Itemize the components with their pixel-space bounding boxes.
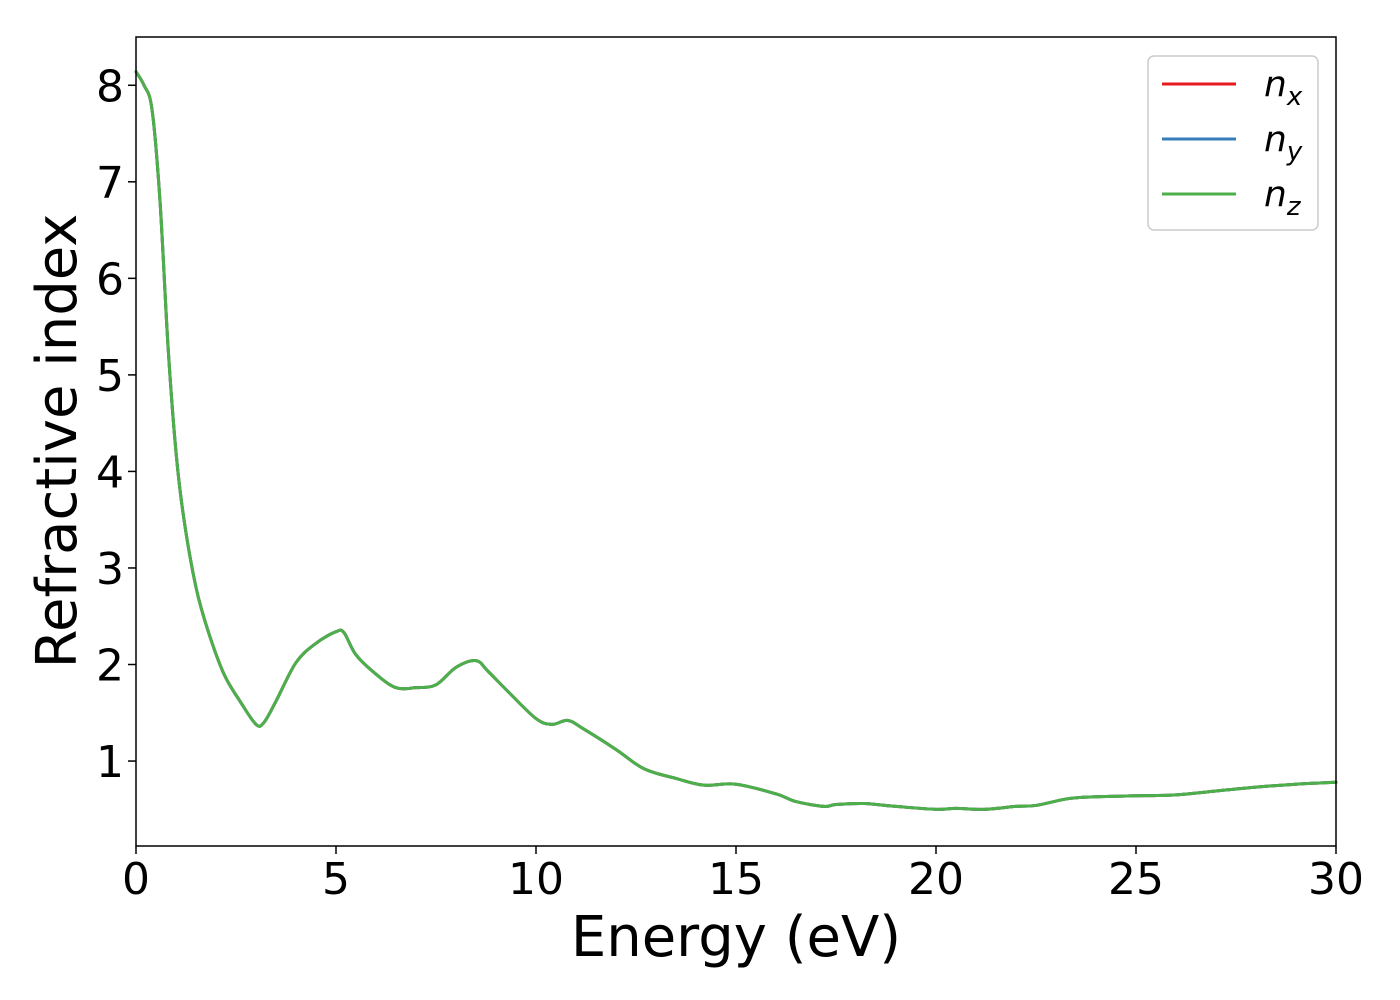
legend-box xyxy=(1147,55,1319,231)
x-tick-label: 0 xyxy=(122,854,150,905)
legend-label-n-z: nz xyxy=(1264,174,1302,222)
legend-label-subscript: z xyxy=(1286,192,1302,222)
y-tick-label: 7 xyxy=(96,158,124,209)
x-axis: 0 5 10 15 20 25 30 xyxy=(122,846,1364,905)
x-axis-title: Energy (eV) xyxy=(571,905,901,970)
legend-label-subscript: y xyxy=(1286,137,1303,167)
series-layer xyxy=(134,70,1338,811)
x-tick-label: 25 xyxy=(1108,854,1164,905)
x-tick-label: 10 xyxy=(508,854,564,905)
y-axis: 1 2 3 4 5 6 7 8 xyxy=(96,61,136,788)
legend-label-subscript: x xyxy=(1286,82,1303,112)
x-tick-label: 15 xyxy=(708,854,764,905)
y-tick-label: 4 xyxy=(96,447,124,498)
plot-background xyxy=(136,37,1336,846)
x-tick-label: 30 xyxy=(1308,854,1364,905)
legend-label-n-x: nx xyxy=(1264,64,1303,112)
y-tick-label: 6 xyxy=(96,254,124,305)
legend-label-n-y: ny xyxy=(1264,119,1303,167)
x-tick-label: 20 xyxy=(908,854,964,905)
legend-label-main: n xyxy=(1264,174,1287,215)
y-tick-label: 3 xyxy=(96,544,124,595)
x-tick-label: 5 xyxy=(322,854,350,905)
y-tick-label: 5 xyxy=(96,351,124,402)
y-tick-label: 2 xyxy=(96,641,124,692)
y-tick-label: 1 xyxy=(96,737,124,788)
legend-label-main: n xyxy=(1264,119,1287,160)
y-axis-title: Refractive index xyxy=(25,214,90,669)
legend-label-main: n xyxy=(1264,64,1287,105)
series-line-n-z xyxy=(134,70,1338,811)
y-tick-label: 8 xyxy=(96,61,124,112)
